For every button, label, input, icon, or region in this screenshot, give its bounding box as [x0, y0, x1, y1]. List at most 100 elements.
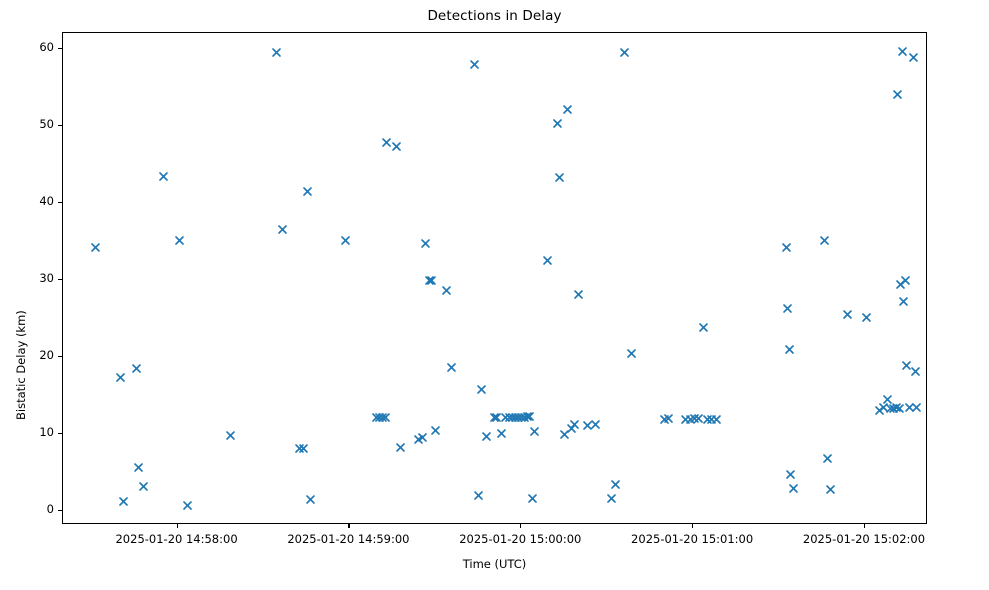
data-point-marker	[420, 238, 431, 249]
data-point-marker	[685, 414, 696, 425]
data-point-marker	[781, 242, 792, 253]
data-point-marker	[693, 413, 704, 424]
data-point-marker	[897, 46, 908, 57]
plot-area[interactable]	[62, 32, 927, 524]
data-point-marker	[698, 322, 709, 333]
y-axis-label: Bistatic Delay (km)	[14, 310, 28, 420]
data-point-marker	[663, 413, 674, 424]
x-tick-mark	[520, 524, 522, 528]
data-point-marker	[861, 312, 872, 323]
data-point-marker	[626, 348, 637, 359]
data-point-marker	[782, 303, 793, 314]
data-point-marker	[888, 403, 899, 414]
data-point-marker	[900, 275, 911, 286]
x-tick-mark	[863, 524, 866, 528]
data-point-marker	[481, 431, 492, 442]
data-point-marker	[417, 432, 428, 443]
data-point-marker	[590, 419, 601, 430]
data-point-marker	[158, 171, 169, 182]
data-point-marker	[395, 442, 406, 453]
y-tick-label: 20	[39, 348, 54, 363]
data-point-marker	[554, 172, 565, 183]
data-point-marker	[516, 412, 527, 423]
data-point-marker	[825, 484, 836, 495]
data-point-marker	[562, 104, 573, 115]
data-point-marker	[413, 434, 424, 445]
data-point-marker	[469, 59, 480, 70]
data-point-marker	[294, 443, 305, 454]
x-tick-label: 2025-01-20 15:00:00	[459, 532, 582, 546]
data-point-marker	[659, 414, 670, 425]
data-point-marker	[271, 47, 282, 58]
data-point-marker	[689, 413, 700, 424]
data-point-marker	[908, 52, 919, 63]
data-point-marker	[489, 412, 500, 423]
data-point-marker	[894, 403, 905, 414]
data-point-marker	[90, 242, 101, 253]
data-point-marker	[901, 360, 912, 371]
data-point-marker	[380, 412, 391, 423]
data-point-marker	[882, 394, 893, 405]
data-point-marker	[305, 494, 316, 505]
data-point-marker	[133, 462, 144, 473]
data-point-marker	[552, 118, 563, 129]
data-point-marker	[895, 279, 906, 290]
data-point-marker	[391, 141, 402, 152]
data-point-marker	[573, 289, 584, 300]
data-point-marker	[174, 235, 185, 246]
data-point-marker	[559, 429, 570, 440]
y-tick-label: 30	[39, 271, 54, 286]
data-point-marker	[542, 255, 553, 266]
x-tick-label: 2025-01-20 14:58:00	[115, 532, 238, 546]
data-point-marker	[500, 412, 511, 423]
data-point-marker	[441, 285, 452, 296]
data-point-marker	[513, 412, 524, 423]
y-tick-mark	[58, 125, 62, 127]
y-tick: 0	[0, 502, 62, 516]
data-point-marker	[892, 89, 903, 100]
y-tick-mark	[58, 202, 62, 204]
data-point-marker	[524, 411, 535, 422]
data-point-marker	[706, 414, 717, 425]
data-point-marker	[424, 275, 435, 286]
data-point-marker	[374, 412, 385, 423]
x-tick-mark	[692, 524, 694, 528]
data-point-marker	[491, 412, 502, 423]
y-tick: 60	[0, 40, 62, 54]
data-point-marker	[527, 493, 538, 504]
data-point-marker	[510, 412, 521, 423]
y-tick-label: 40	[39, 194, 54, 209]
y-tick: 20	[0, 348, 62, 362]
page-title: Detections in Delay	[427, 8, 562, 24]
data-point-marker	[529, 426, 540, 437]
y-tick-label: 50	[39, 117, 54, 132]
data-point-marker	[115, 372, 126, 383]
data-point-marker	[430, 425, 441, 436]
data-point-marker	[225, 430, 236, 441]
data-point-marker	[496, 428, 507, 439]
y-tick: 50	[0, 117, 62, 131]
x-tick-mark	[176, 524, 178, 528]
data-point-marker	[426, 275, 437, 286]
data-point-marker	[619, 47, 630, 58]
data-point-marker	[476, 384, 487, 395]
y-tick-mark	[58, 279, 62, 281]
data-point-marker	[504, 412, 515, 423]
data-point-marker	[522, 411, 533, 422]
data-point-marker	[473, 490, 484, 501]
data-point-marker	[569, 419, 580, 430]
data-point-marker	[788, 483, 799, 494]
data-point-marker	[904, 402, 915, 413]
scatter-series	[63, 33, 926, 523]
y-tick: 10	[0, 425, 62, 439]
y-tick-mark	[58, 510, 62, 512]
data-point-marker	[911, 402, 922, 413]
data-point-marker	[131, 363, 142, 374]
y-tick: 30	[0, 271, 62, 285]
x-tick-label: 2025-01-20 14:59:00	[287, 532, 410, 546]
y-tick: 40	[0, 194, 62, 208]
data-point-marker	[582, 420, 593, 431]
data-point-marker	[711, 414, 722, 425]
data-point-marker	[138, 481, 149, 492]
